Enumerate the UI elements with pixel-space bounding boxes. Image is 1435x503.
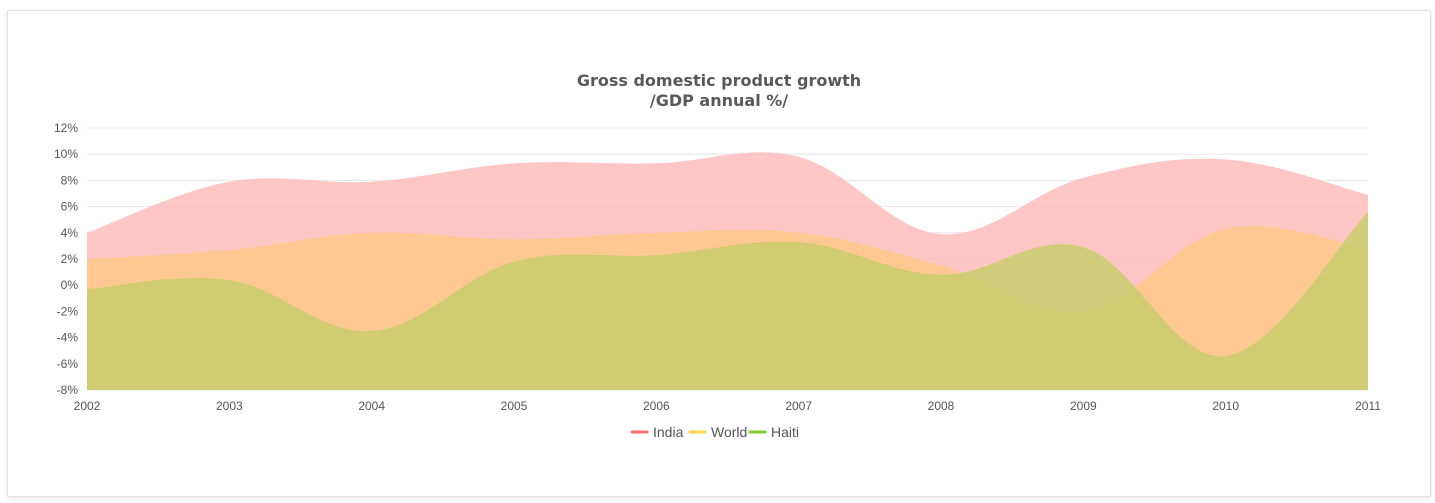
x-tick-label: 2007	[785, 399, 812, 413]
y-tick-label: 8%	[61, 173, 79, 187]
y-tick-label: -4%	[57, 331, 79, 345]
x-tick-label: 2005	[501, 399, 528, 413]
legend-label: Haiti	[771, 424, 799, 440]
y-tick-label: 0%	[61, 278, 79, 292]
x-tick-label: 2011	[1355, 399, 1381, 413]
legend-label: World	[711, 424, 747, 440]
x-tick-label: 2010	[1212, 399, 1239, 413]
x-axis: 2002 2003 2004 2005 2006 2007 2008 2009 2010 2011	[74, 399, 1382, 413]
legend: India World Haiti	[630, 424, 799, 440]
y-tick-label: 4%	[61, 226, 79, 240]
x-tick-label: 2004	[358, 399, 385, 413]
series-areas	[87, 152, 1368, 390]
legend-item-haiti[interactable]: Haiti	[748, 424, 799, 440]
y-tick-label: -8%	[57, 383, 79, 397]
chart-title: Gross domestic product growth	[576, 71, 862, 90]
x-tick-label: 2008	[928, 399, 955, 413]
x-tick-label: 2002	[74, 399, 101, 413]
y-tick-label: -6%	[57, 357, 79, 371]
legend-item-world[interactable]: World	[688, 424, 747, 440]
y-axis: 12% 10% 8% 6% 4% 2% 0% -2% -4% -6% -8%	[54, 121, 78, 397]
chart-subtitle: /GDP annual %/	[649, 91, 789, 110]
x-tick-label: 2003	[216, 399, 243, 413]
y-tick-label: 12%	[54, 121, 78, 135]
series-area-haiti[interactable]	[87, 211, 1368, 390]
chart-title-block: Gross domestic product growth /GDP annua…	[8, 71, 1430, 111]
y-tick-label: 2%	[61, 252, 79, 266]
x-tick-label: 2009	[1070, 399, 1097, 413]
legend-item-india[interactable]: India	[630, 424, 684, 440]
x-tick-label: 2006	[643, 399, 670, 413]
y-tick-label: 10%	[54, 147, 78, 161]
legend-label: India	[653, 424, 684, 440]
y-tick-label: 6%	[61, 200, 79, 214]
y-tick-label: -2%	[57, 304, 79, 318]
